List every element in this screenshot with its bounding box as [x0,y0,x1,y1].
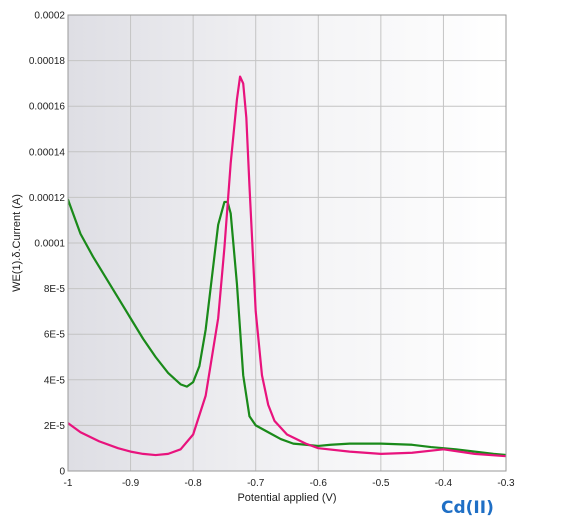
annotation-label: Cd(II) [441,498,494,518]
y-tick-label: 0.00012 [29,193,66,204]
y-tick-label: 0.00018 [29,56,66,67]
y-tick-label: 2E-5 [44,421,66,432]
y-tick-label: 0.0001 [34,239,65,250]
y-tick-label: 4E-5 [44,375,66,386]
y-tick-label: 6E-5 [44,330,66,341]
y-tick-label: 8E-5 [44,284,66,295]
x-tick-label: -0.8 [185,478,203,489]
x-tick-label: -0.4 [435,478,453,489]
x-tick-label: -0.6 [310,478,328,489]
y-tick-label: 0.0002 [34,11,65,22]
y-tick-label: 0.00014 [29,147,66,158]
x-tick-label: -1 [64,478,73,489]
series-line-2 [68,75,506,458]
series-group [68,75,506,458]
plot-frame [67,14,507,472]
x-tick-label: -0.9 [122,478,140,489]
x-tick-label: -0.3 [497,478,515,489]
y-axis-label: WE(1).δ.Current (A) [11,194,23,292]
y-tick-labels: 0 2E-5 4E-5 6E-5 8E-5 0.0001 0.00012 0.00014 0.0… [29,11,66,478]
x-tick-label: -0.7 [247,478,265,489]
series-line-1 [68,198,506,457]
x-tick-label: -0.5 [372,478,390,489]
y-tick-label: 0.00016 [29,102,66,113]
x-tick-labels: -1 -0.9 -0.8 -0.7 -0.6 -0.5 -0.4 -0.3 [64,478,516,489]
x-axis-label: Potential applied (V) [237,492,336,504]
y-tick-label: 0 [59,467,65,478]
